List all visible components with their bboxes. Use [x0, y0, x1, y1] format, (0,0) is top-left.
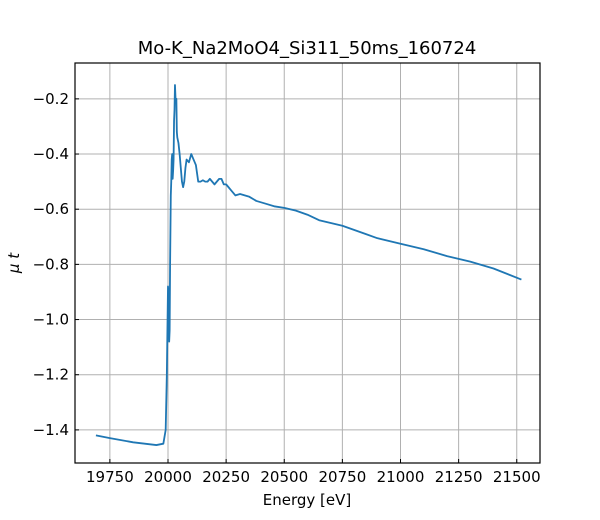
- x-tick-label: 20500: [260, 468, 308, 486]
- axes-frame: [74, 62, 541, 464]
- y-tick-label: −1.2: [33, 366, 69, 384]
- x-tick-label: 21250: [435, 468, 483, 486]
- y-tick-label: −0.8: [33, 255, 69, 273]
- y-tick-label: −1.4: [33, 421, 69, 439]
- ticks: 19750 20000 20250 20500 20750 21000 21250 21500…: [33, 90, 541, 486]
- x-axis-label: Energy [eV]: [263, 491, 351, 509]
- x-tick-label: 20250: [202, 468, 250, 486]
- x-tick-label: 20000: [144, 468, 192, 486]
- y-tick-label: −0.6: [33, 200, 69, 218]
- x-tick-label: 19750: [86, 468, 134, 486]
- x-tick-label: 20750: [319, 468, 367, 486]
- x-tick-label: 21000: [377, 468, 425, 486]
- series-line: [95, 84, 522, 446]
- y-axis-label: μ t: [5, 252, 23, 274]
- y-tick-label: −1.0: [33, 311, 69, 329]
- y-tick-label: −0.2: [33, 90, 69, 108]
- plot-area: [95, 84, 522, 446]
- x-tick-label: 21500: [493, 468, 541, 486]
- grid: [75, 63, 540, 463]
- y-tick-label: −0.4: [33, 145, 69, 163]
- chart-title: Mo-K_Na2MoO4_Si311_50ms_160724: [138, 38, 477, 59]
